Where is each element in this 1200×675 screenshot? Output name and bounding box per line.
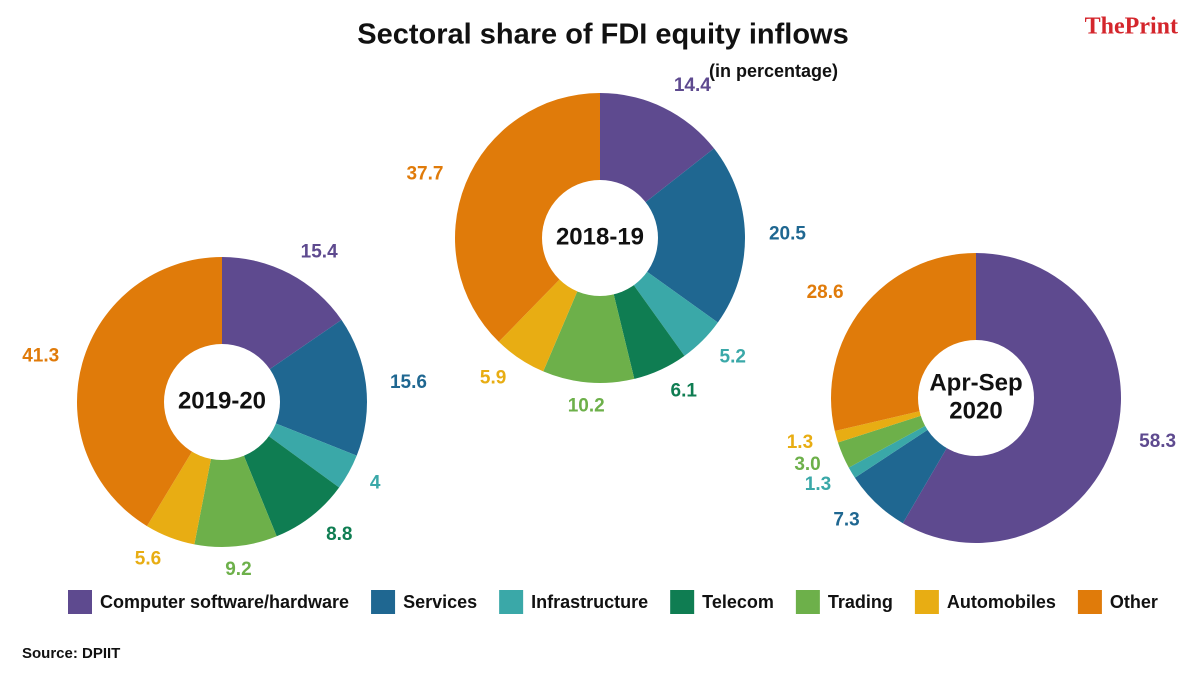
- title: Sectoral share of FDI equity inflows: [357, 19, 849, 51]
- value-label: 6.1: [671, 381, 698, 402]
- value-label: 9.2: [225, 559, 251, 580]
- legend-label: Automobiles: [947, 592, 1056, 612]
- center-label: 2018-19: [556, 223, 644, 250]
- legend-label: Trading: [828, 592, 893, 612]
- value-label: 37.7: [406, 163, 443, 184]
- donut-hole: [542, 180, 658, 296]
- slice: [222, 319, 367, 456]
- source: Source: DPIIT: [22, 645, 120, 662]
- value-label: 10.2: [568, 395, 605, 416]
- value-label: 41.3: [22, 346, 59, 367]
- value-label: 1.3: [787, 432, 813, 453]
- legend-label: Services: [403, 592, 477, 612]
- legend-swatch: [795, 590, 820, 614]
- legend-swatch: [68, 590, 92, 614]
- slice: [455, 93, 600, 342]
- slice: [600, 148, 745, 323]
- value-label: 7.3: [833, 510, 859, 531]
- legend-swatch: [499, 590, 524, 614]
- slice: [76, 257, 222, 527]
- value-label: 5.9: [480, 368, 506, 389]
- slice: [194, 402, 277, 547]
- value-label: 3.0: [794, 454, 820, 475]
- value-label: 20.5: [769, 223, 806, 244]
- value-label: 15.4: [301, 241, 338, 262]
- center-label: 2020: [949, 397, 1002, 424]
- center-label: Apr-Sep: [929, 369, 1022, 396]
- value-label: 5.6: [135, 549, 161, 570]
- legend-swatch: [914, 590, 939, 614]
- value-label: 28.6: [807, 282, 844, 303]
- legend-label: Computer software/hardware: [100, 592, 349, 612]
- value-label: 5.2: [720, 347, 746, 368]
- donut-hole: [918, 340, 1034, 456]
- value-label: 4: [370, 473, 381, 494]
- center-label: 2019-20: [178, 387, 266, 414]
- slice: [543, 238, 635, 384]
- legend-label: Other: [1110, 592, 1158, 612]
- subtitle: (in percentage): [709, 61, 838, 81]
- legend-label: Infrastructure: [531, 592, 648, 612]
- donut-hole: [164, 344, 280, 460]
- legend-swatch: [1077, 590, 1102, 614]
- value-label: 8.8: [326, 524, 352, 545]
- value-label: 14.4: [674, 75, 711, 96]
- legend-label: Telecom: [702, 592, 774, 612]
- value-label: 58.3: [1139, 431, 1176, 452]
- value-label: 1.3: [805, 474, 831, 495]
- brand: ThePrint: [1085, 14, 1178, 40]
- value-label: 15.6: [390, 372, 427, 393]
- legend-swatch: [371, 590, 396, 614]
- legend-swatch: [670, 590, 695, 614]
